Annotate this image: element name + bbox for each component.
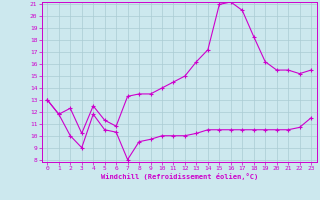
X-axis label: Windchill (Refroidissement éolien,°C): Windchill (Refroidissement éolien,°C) <box>100 173 258 180</box>
